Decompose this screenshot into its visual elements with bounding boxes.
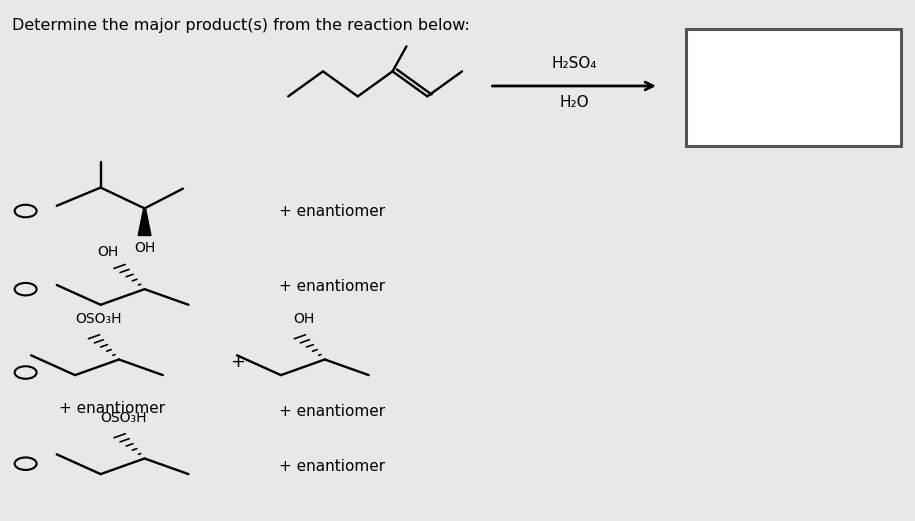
Text: OSO₃H: OSO₃H — [101, 411, 147, 425]
Text: +: + — [231, 353, 245, 371]
Text: + enantiomer: + enantiomer — [279, 459, 385, 474]
Text: OH: OH — [293, 312, 314, 326]
Text: Determine the major product(s) from the reaction below:: Determine the major product(s) from the … — [12, 18, 469, 33]
Text: + enantiomer: + enantiomer — [279, 404, 385, 419]
Text: + enantiomer: + enantiomer — [279, 279, 385, 294]
Text: H₂O: H₂O — [559, 95, 589, 110]
Text: + enantiomer: + enantiomer — [279, 204, 385, 218]
Text: H₂SO₄: H₂SO₄ — [552, 56, 597, 71]
Text: OH: OH — [134, 241, 156, 255]
Polygon shape — [138, 208, 151, 235]
Text: + enantiomer: + enantiomer — [59, 402, 166, 416]
Text: OSO₃H: OSO₃H — [75, 312, 122, 326]
FancyBboxPatch shape — [686, 29, 901, 146]
Text: OH: OH — [97, 245, 119, 259]
